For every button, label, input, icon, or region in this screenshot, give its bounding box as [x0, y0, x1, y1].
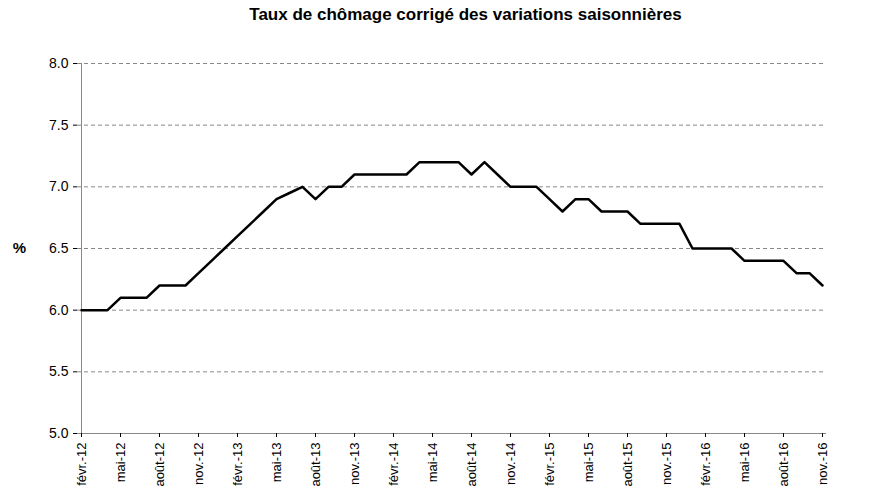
svg-text:nov.-15: nov.-15 — [659, 443, 674, 485]
svg-text:nov.-12: nov.-12 — [191, 443, 206, 485]
svg-text:août-14: août-14 — [464, 443, 479, 487]
svg-text:6.5: 6.5 — [49, 240, 69, 256]
svg-text:févr.-14: févr.-14 — [386, 443, 401, 486]
svg-text:nov.-16: nov.-16 — [815, 443, 830, 485]
svg-text:7.0: 7.0 — [49, 178, 69, 194]
svg-text:nov.-13: nov.-13 — [347, 443, 362, 485]
svg-text:mai-16: mai-16 — [737, 443, 752, 483]
svg-text:8.0: 8.0 — [49, 55, 69, 71]
html-text:Taux de chômage corrigé des va: Taux de chômage corrigé des variations s… — [249, 5, 682, 24]
svg-text:7.5: 7.5 — [49, 117, 69, 133]
svg-text:févr.-12: févr.-12 — [74, 443, 89, 486]
svg-text:févr.-15: févr.-15 — [542, 443, 557, 486]
svg-text:mai-13: mai-13 — [269, 443, 284, 483]
svg-text:mai-14: mai-14 — [425, 443, 440, 483]
svg-text:mai-15: mai-15 — [581, 443, 596, 483]
svg-text:août-13: août-13 — [308, 443, 323, 487]
svg-text:nov.-14: nov.-14 — [503, 443, 518, 485]
svg-text:août-15: août-15 — [620, 443, 635, 487]
svg-text:févr.-13: févr.-13 — [230, 443, 245, 486]
svg-text:%: % — [13, 239, 26, 256]
svg-text:5.5: 5.5 — [49, 363, 69, 379]
svg-text:août-12: août-12 — [152, 443, 167, 487]
svg-text:mai-12: mai-12 — [113, 443, 128, 483]
svg-text:févr.-16: févr.-16 — [698, 443, 713, 486]
svg-text:6.0: 6.0 — [49, 302, 69, 318]
svg-text:août-16: août-16 — [776, 443, 791, 487]
svg-text:5.0: 5.0 — [49, 425, 69, 441]
